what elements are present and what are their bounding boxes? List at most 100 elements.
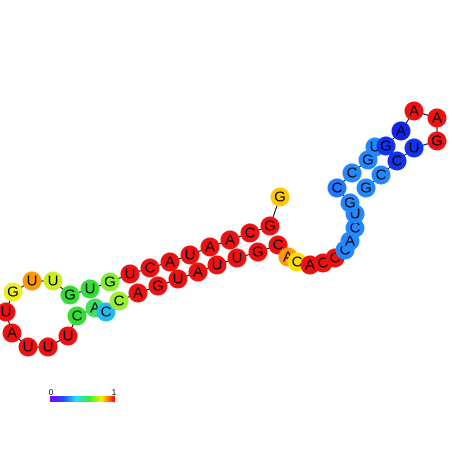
nucleotide-label: U — [409, 140, 420, 157]
nucleotide-label: U — [1, 304, 12, 321]
nucleotide: U — [38, 337, 58, 357]
nucleotide-circle — [220, 230, 240, 250]
nucleotide-label: C — [114, 293, 125, 310]
nucleotide: U — [180, 245, 200, 265]
nucleotide: A — [128, 283, 148, 303]
nucleotide: A — [200, 237, 220, 257]
nucleotide-label: C — [145, 260, 156, 277]
nucleotide-label: U — [23, 339, 34, 356]
nucleotide: A — [188, 262, 208, 282]
nucleotide: U — [18, 337, 38, 357]
nucleotide-label: C — [292, 254, 303, 271]
nucleotide-label: U — [27, 273, 38, 290]
nucleotide-label: U — [350, 206, 361, 223]
nucleotide-circle — [80, 279, 100, 299]
nucleotide: U — [120, 264, 140, 284]
nucleotide-circle — [376, 136, 396, 156]
nucleotide-label: A — [409, 103, 419, 120]
nucleotide-circle — [404, 138, 424, 158]
nucleotide: C — [342, 163, 362, 183]
nucleotide-label: G — [360, 180, 372, 197]
nucleotide-label: C — [101, 304, 112, 321]
nucleotide-circle — [38, 337, 58, 357]
nucleotide-label: C — [330, 250, 341, 267]
nucleotide-circle — [427, 131, 447, 151]
nucleotide: G — [427, 131, 447, 151]
nucleotide-circle — [168, 269, 188, 289]
nucleotide-label: U — [370, 139, 381, 156]
legend-max: 1 — [112, 388, 117, 397]
nucleotide: A — [160, 252, 180, 272]
nucleotide-label: A — [305, 257, 315, 274]
nucleotide-circle — [340, 193, 360, 213]
nucleotide-label: U — [173, 271, 184, 288]
nucleotide-label: U — [212, 257, 223, 274]
nucleotide-circle — [160, 252, 180, 272]
nucleotide-circle — [248, 242, 268, 262]
nucleotide-label: C — [376, 167, 387, 184]
nucleotide-label: A — [90, 300, 100, 317]
nucleotide-label: G — [7, 284, 19, 301]
nucleotide-circle — [96, 302, 116, 322]
nucleotide: C — [67, 306, 87, 326]
nucleotide-circle — [327, 178, 347, 198]
nucleotide-label: U — [48, 273, 59, 290]
nucleotide: A — [391, 121, 411, 141]
nucleotide-label: U — [63, 328, 74, 345]
nucleotide-label: U — [125, 266, 136, 283]
nucleotide-circle — [427, 108, 447, 128]
nucleotide: U — [404, 138, 424, 158]
nucleotide: A — [220, 230, 240, 250]
nucleotide-label: G — [104, 274, 116, 291]
nucleotide: G — [3, 282, 23, 302]
nucleotide-circle — [260, 216, 280, 236]
nucleotide-label: C — [340, 242, 351, 259]
nucleotide: U — [207, 255, 227, 275]
nucleotide: C — [387, 151, 407, 171]
nucleotide-circle — [67, 306, 87, 326]
nucleotide: G — [270, 187, 290, 207]
nucleotide: C — [140, 258, 160, 278]
nucleotide-label: C — [72, 308, 83, 325]
nucleotide: U — [80, 279, 100, 299]
nucleotide: C — [109, 291, 129, 311]
nucleotide-circle — [270, 187, 290, 207]
nucleotide: C — [371, 165, 391, 185]
nucleotide: C — [240, 223, 260, 243]
nucleotide: G — [340, 193, 360, 213]
nucleotide-circle — [140, 258, 160, 278]
nucleotide: A — [2, 323, 22, 343]
nucleotide: C — [345, 218, 365, 238]
nucleotide-label: U — [232, 250, 243, 267]
legend-min: 0 — [49, 388, 54, 397]
nucleotide-label: C — [318, 255, 329, 272]
nucleotide-circle — [22, 271, 42, 291]
nucleotide: U — [43, 271, 63, 291]
nucleotide-label: G — [380, 138, 392, 155]
nucleotide: U — [22, 271, 42, 291]
nucleotide-circle — [128, 283, 148, 303]
nucleotide-circle — [109, 291, 129, 311]
nucleotide-label: A — [205, 239, 215, 256]
nucleotide-label: C — [347, 165, 358, 182]
nucleotide-label: A — [345, 233, 355, 250]
nucleotide: C — [327, 178, 347, 198]
nucleotide-label: A — [283, 249, 293, 266]
nucleotide: G — [376, 136, 396, 156]
nucleotide-label: U — [43, 339, 54, 356]
nucleotide-label: U — [185, 247, 196, 264]
nucleotide-circle — [0, 302, 16, 322]
nucleotide: A — [404, 101, 424, 121]
nucleotide-circle — [148, 276, 168, 296]
nucleotide-label: G — [252, 244, 264, 261]
nucleotide: U — [227, 248, 247, 268]
nucleotide-label: A — [165, 254, 175, 271]
nucleotide-label: C — [273, 237, 284, 254]
nucleotide-circle — [18, 337, 38, 357]
nucleotide-label: C — [332, 180, 343, 197]
nucleotide: G — [148, 276, 168, 296]
nucleotide: A — [427, 108, 447, 128]
nucleotide-label: G — [264, 218, 276, 235]
nucleotide-circle — [371, 165, 391, 185]
